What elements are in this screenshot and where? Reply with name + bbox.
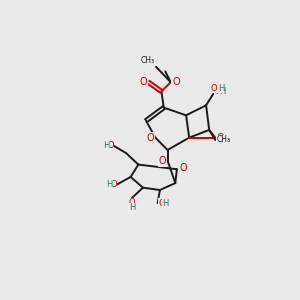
Text: O: O	[158, 199, 165, 208]
Text: O: O	[129, 199, 136, 208]
Text: H: H	[219, 87, 225, 96]
Text: H: H	[103, 141, 109, 150]
Text: H: H	[129, 203, 135, 212]
Text: CH₃: CH₃	[217, 136, 231, 145]
Text: O: O	[214, 87, 221, 96]
Text: O: O	[172, 77, 180, 87]
Text: H: H	[218, 84, 224, 93]
Text: O: O	[211, 84, 217, 93]
Text: CH₃: CH₃	[140, 56, 154, 65]
Text: O: O	[139, 77, 147, 87]
Text: O: O	[110, 180, 117, 189]
Text: O: O	[158, 156, 166, 166]
Text: O: O	[107, 141, 114, 150]
Text: O: O	[146, 133, 154, 142]
Text: H: H	[106, 180, 112, 189]
Text: O: O	[217, 133, 224, 142]
Text: H: H	[162, 199, 169, 208]
Text: O: O	[179, 163, 187, 173]
